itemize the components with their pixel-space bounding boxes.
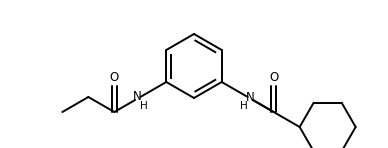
Text: N: N (246, 90, 255, 103)
Text: H: H (140, 101, 148, 111)
Text: O: O (269, 70, 278, 83)
Text: O: O (110, 70, 119, 83)
Text: H: H (240, 101, 248, 111)
Text: N: N (133, 90, 142, 103)
